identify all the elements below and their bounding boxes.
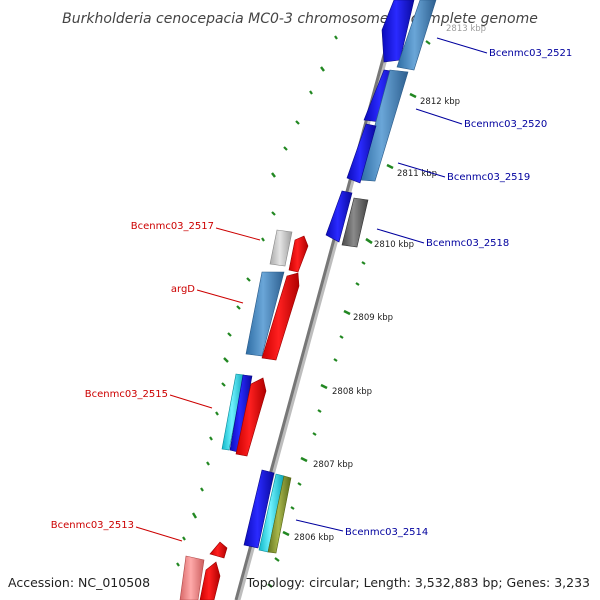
inner-tick: [312, 432, 317, 436]
forward-strand-genes: [179, 229, 309, 600]
leader-line-bcenmc03-2514: [295, 519, 344, 532]
outer-tick: [236, 305, 241, 310]
gene-bcenmc03-2521-arrow[interactable]: [381, 0, 415, 63]
kbp-scale-labels: 2813 kbp 2812 kbp 2811 kbp 2810 kbp 2809…: [294, 24, 486, 543]
gene-bcenmc03-2514-blue[interactable]: [243, 469, 275, 549]
gene-argd-arrow[interactable]: [261, 272, 300, 361]
inner-tick-track: [267, 40, 431, 588]
gene-label-bcenmc03-2520[interactable]: Bcenmc03_2520: [464, 119, 547, 130]
outer-tick: [200, 487, 204, 492]
outer-tick: [283, 146, 288, 151]
outer-tick: [271, 211, 276, 216]
inner-tick: [300, 456, 308, 463]
leader-line-bcenmc03-2521: [436, 37, 488, 54]
inner-tick: [297, 482, 302, 486]
outer-tick: [206, 461, 210, 466]
leader-line-bcenmc03-2515: [169, 394, 213, 409]
outer-tick: [209, 436, 213, 441]
outer-tick: [320, 66, 325, 72]
inner-tick: [282, 530, 290, 537]
gene-bcenmc03-2515-cyan[interactable]: [221, 373, 245, 451]
inner-tick: [290, 506, 295, 510]
gene-bcenmc03-2517-arrow[interactable]: [288, 235, 309, 273]
inner-tick: [274, 557, 280, 562]
kbp-label: 2811 kbp: [397, 169, 437, 179]
gene-bcenmc03-2517-light[interactable]: [269, 229, 293, 267]
outer-tick: [271, 172, 276, 178]
inner-tick: [317, 409, 322, 413]
outer-tick: [182, 536, 186, 541]
inner-tick: [409, 92, 417, 99]
leader-line-bcenmc03-2520: [415, 108, 463, 125]
gene-label-bcenmc03-2513[interactable]: Bcenmc03_2513: [51, 520, 134, 531]
inner-tick: [425, 40, 431, 45]
inner-tick: [267, 583, 273, 588]
leader-line-bcenmc03-2519: [397, 162, 446, 178]
inner-tick: [333, 358, 338, 362]
kbp-label: 2806 kbp: [294, 533, 334, 543]
outer-tick: [191, 512, 198, 519]
gene-label-argd[interactable]: argD: [171, 284, 195, 295]
gene-bcenmc03-2518-grey[interactable]: [341, 197, 369, 248]
outer-tick: [295, 120, 300, 125]
kbp-label: 2812 kbp: [420, 97, 460, 107]
gene-leader-lines: [135, 37, 488, 542]
inner-tick: [361, 261, 366, 265]
gene-bcenmc03-2513-pink[interactable]: [179, 555, 205, 600]
kbp-label: 2813 kbp: [446, 24, 486, 34]
gene-bcenmc03-2513-red[interactable]: [199, 561, 221, 600]
gene-label-bcenmc03-2517[interactable]: Bcenmc03_2517: [131, 221, 214, 232]
gene-label-bcenmc03-2514[interactable]: Bcenmc03_2514: [345, 527, 428, 538]
kbp-label: 2809 kbp: [353, 313, 393, 323]
inner-tick: [339, 335, 344, 339]
leader-line-bcenmc03-2517: [215, 227, 261, 241]
reverse-strand-genes: [325, 0, 437, 248]
outer-tick: [334, 35, 338, 40]
gene-argd-steel[interactable]: [245, 271, 285, 357]
outer-tick: [246, 277, 251, 282]
gene-label-bcenmc03-2518[interactable]: Bcenmc03_2518: [426, 238, 509, 249]
kbp-label: 2808 kbp: [332, 387, 372, 397]
inner-tick: [386, 163, 394, 170]
topology-text: Topology: circular; Length: 3,532,883 bp…: [246, 575, 590, 590]
gene-label-bcenmc03-2519[interactable]: Bcenmc03_2519: [447, 172, 530, 183]
outer-tick: [221, 382, 226, 387]
inner-tick: [320, 383, 328, 390]
leader-line-bcenmc03-2513: [135, 526, 183, 542]
gene-bcenmc03-2515-arrow[interactable]: [235, 377, 267, 457]
gene-bcenmc03-2513-arrow[interactable]: [209, 541, 228, 559]
inner-tick: [365, 237, 373, 245]
leader-line-bcenmc03-2518: [376, 228, 425, 244]
outer-tick: [261, 237, 265, 242]
gene-bcenmc03-2518-arrow[interactable]: [325, 190, 353, 243]
gene-label-bcenmc03-2521[interactable]: Bcenmc03_2521: [489, 48, 572, 59]
inner-tick: [355, 282, 360, 286]
outer-tick: [176, 562, 180, 567]
outer-tick-track: [176, 35, 338, 567]
outer-tick: [223, 357, 229, 363]
gene-bcenmc03-2514-olive[interactable]: [267, 475, 292, 554]
outer-tick: [215, 411, 219, 416]
gene-label-bcenmc03-2515[interactable]: Bcenmc03_2515: [85, 389, 168, 400]
accession-text: Accession: NC_010508: [8, 575, 150, 590]
inner-tick: [343, 309, 351, 316]
gene-bcenmc03-2521-steel-segment[interactable]: [396, 0, 437, 71]
kbp-label: 2807 kbp: [313, 460, 353, 470]
kbp-label: 2810 kbp: [374, 240, 414, 250]
leader-line-argd: [196, 289, 244, 304]
gene-labels: Bcenmc03_2517 argD Bcenmc03_2515 Bcenmc0…: [51, 48, 573, 538]
outer-tick: [309, 90, 313, 95]
outer-tick: [227, 332, 232, 337]
gene-bcenmc03-2519-arrow[interactable]: [346, 123, 377, 184]
